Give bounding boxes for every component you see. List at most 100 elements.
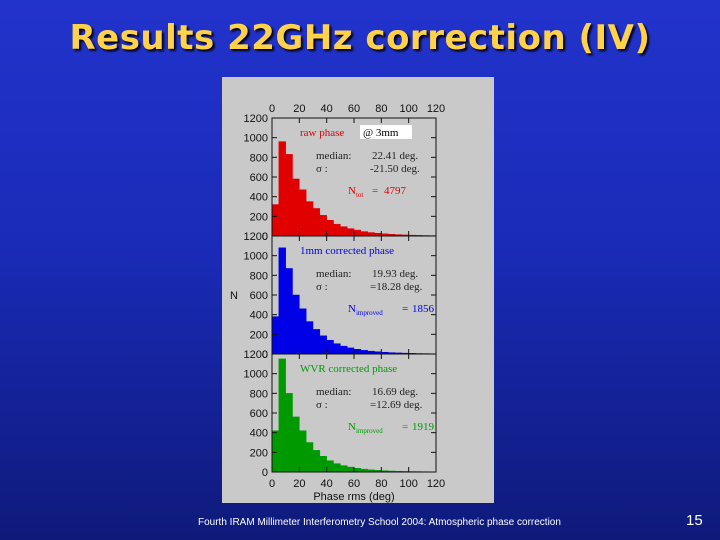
histogram-bar: [326, 339, 334, 355]
y-tick-label: 1000: [244, 251, 268, 263]
y-tick-label: 1200: [244, 113, 268, 125]
x-tick-label-bottom: 80: [375, 478, 387, 490]
x-tick-label-bottom: 20: [293, 478, 305, 490]
histogram-bar: [292, 178, 300, 237]
histogram-bar: [278, 141, 286, 237]
histogram-bar: [360, 231, 368, 237]
panel-title: 1mm corrected phase: [300, 245, 394, 257]
y-axis-label: N: [230, 290, 238, 302]
sigma-label: σ :: [316, 163, 328, 175]
histogram-bar: [278, 358, 286, 473]
histogram-bar: [326, 220, 334, 237]
histogram-bar: [271, 204, 280, 237]
histogram-bar: [333, 463, 341, 473]
histogram-bar: [271, 316, 280, 355]
median-label: median:: [316, 150, 351, 162]
sigma-value: -21.50 deg.: [370, 163, 420, 175]
annotation-box: [360, 125, 412, 139]
x-tick-label-bottom: 0: [269, 478, 275, 490]
x-axis-label: Phase rms (deg): [313, 491, 394, 503]
y-tick-label: 800: [250, 270, 268, 282]
x-tick-label-top: 0: [269, 103, 275, 115]
y-tick-label: 800: [250, 152, 268, 164]
x-tick-label-bottom: 120: [427, 478, 445, 490]
histogram-bar: [278, 247, 286, 355]
histogram-bar: [292, 416, 300, 473]
y-tick-label: 1000: [244, 369, 268, 381]
histogram-bar: [299, 430, 307, 473]
histogram-bar: [285, 154, 293, 237]
annotation-3mm: @ 3mm: [363, 127, 399, 139]
histogram-bar: [305, 321, 314, 355]
n-count-value: 4797: [384, 185, 407, 197]
histogram-bar: [367, 232, 375, 237]
histogram-bar: [340, 226, 348, 237]
histogram-bar: [271, 430, 280, 473]
y-tick-label: 200: [250, 447, 268, 459]
histogram-bar: [305, 201, 314, 237]
x-tick-label-top: 100: [399, 103, 417, 115]
y-tick-label: 0: [262, 349, 268, 361]
x-tick-label-top: 20: [293, 103, 305, 115]
histogram-bar: [346, 228, 355, 237]
y-tick-label: 400: [250, 428, 268, 440]
histogram-bar: [326, 460, 334, 473]
footer-text: Fourth IRAM Millimeter Interferometry Sc…: [198, 517, 561, 528]
histogram-figure: 0 20 40 60 80 100 120 0 20 40 60 80 100 120 Phase rms …: [222, 77, 494, 503]
n-count-eq: =: [372, 185, 378, 197]
histogram-bar: [312, 450, 321, 473]
y-tick-label: 200: [250, 211, 268, 223]
slide-title: Results 22GHz correction (IV): [69, 18, 651, 58]
n-count-label: Ntot: [348, 185, 363, 199]
sigma-label: σ :: [316, 281, 328, 293]
y-tick-label: 1200: [244, 349, 268, 361]
y-tick-label: 600: [250, 172, 268, 184]
x-tick-label-top: 40: [321, 103, 333, 115]
histogram-bar: [299, 189, 307, 237]
x-tick-label-top: 120: [427, 103, 445, 115]
y-tick-label: 0: [262, 231, 268, 243]
y-tick-label: 1200: [244, 231, 268, 243]
y-tick-label: 800: [250, 388, 268, 400]
histogram-bar: [360, 350, 368, 355]
median-value: 16.69 deg.: [372, 386, 418, 398]
histogram-bar: [346, 466, 355, 473]
y-tick-label: 600: [250, 408, 268, 420]
panel-title: raw phase: [300, 127, 344, 139]
histogram-bar: [353, 349, 362, 355]
y-tick-label: 400: [250, 192, 268, 204]
histogram-bar: [312, 329, 321, 355]
histogram-bar: [346, 347, 355, 355]
x-tick-label-bottom: 100: [399, 478, 417, 490]
x-tick-label-top: 80: [375, 103, 387, 115]
y-tick-label: 0: [262, 467, 268, 479]
histogram-bar: [340, 345, 348, 355]
histogram-bar: [340, 465, 348, 473]
histogram-bar: [285, 393, 293, 473]
n-count-eq: =: [402, 421, 408, 433]
n-count-eq: =: [402, 303, 408, 315]
histogram-bar: [319, 456, 327, 473]
sigma-value: =18.28 deg.: [370, 281, 423, 293]
x-tick-label-bottom: 40: [321, 478, 333, 490]
histogram-bar: [285, 268, 293, 355]
y-tick-label: 200: [250, 329, 268, 341]
y-tick-label: 600: [250, 290, 268, 302]
histogram-bar: [353, 229, 362, 237]
panel-title: WVR corrected phase: [300, 363, 397, 375]
histogram-bar: [292, 294, 300, 355]
y-tick-label: 400: [250, 310, 268, 322]
histogram-bar: [353, 468, 362, 473]
x-tick-label-top: 60: [348, 103, 360, 115]
n-count-value: 1856: [412, 303, 435, 315]
x-tick-label-bottom: 60: [348, 478, 360, 490]
sigma-label: σ :: [316, 399, 328, 411]
sigma-value: =12.69 deg.: [370, 399, 423, 411]
histogram-bar: [305, 442, 314, 473]
page-number: 15: [686, 512, 703, 529]
histogram-bar: [319, 335, 327, 355]
n-count-value: 1919: [412, 421, 435, 433]
histogram-bar: [333, 343, 341, 355]
histogram-bar: [319, 215, 327, 237]
